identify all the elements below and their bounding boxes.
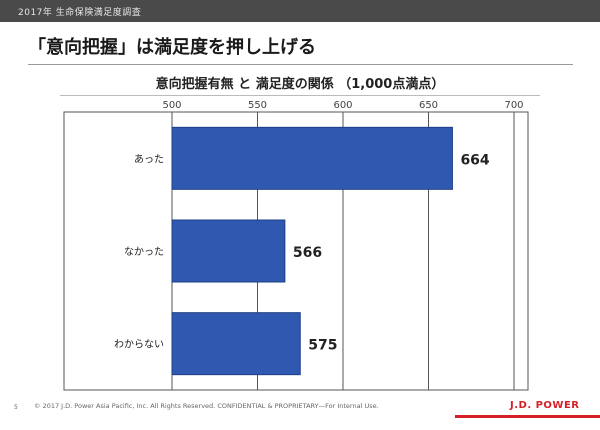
value-label: 566 (293, 245, 322, 261)
survey-label: 2017年 生命保険満足度調査 (18, 8, 142, 18)
title-divider (28, 64, 573, 65)
category-label: なかった (124, 246, 164, 258)
slide-title: 「意向把握」は満足度を押し上げる (28, 37, 316, 58)
value-label: 664 (460, 152, 489, 168)
copyright-text: © 2017 J.D. Power Asia Pacific, Inc. All… (34, 402, 379, 410)
x-tick-label: 600 (333, 100, 352, 111)
x-tick-label: 700 (504, 100, 523, 111)
x-tick-label: 650 (419, 100, 438, 111)
x-tick-label: 550 (248, 100, 267, 111)
chart-title-divider (60, 95, 540, 96)
brand-underline (455, 415, 600, 418)
bar-2 (171, 219, 286, 283)
category-label: あった (134, 153, 164, 165)
category-label: わからない (114, 339, 164, 351)
value-label: 575 (308, 338, 337, 354)
chart-frame (63, 111, 529, 391)
brand-logo: J.D. POWER (510, 400, 580, 411)
page-number: 5 (14, 404, 18, 411)
bar-1 (171, 126, 453, 190)
x-tick-label: 500 (162, 100, 181, 111)
bar-3 (171, 312, 301, 376)
top-bar: 2017年 生命保険満足度調査 (0, 0, 600, 22)
chart-title: 意向把握有無 と 満足度の関係 （1,000点満点） (155, 77, 445, 92)
